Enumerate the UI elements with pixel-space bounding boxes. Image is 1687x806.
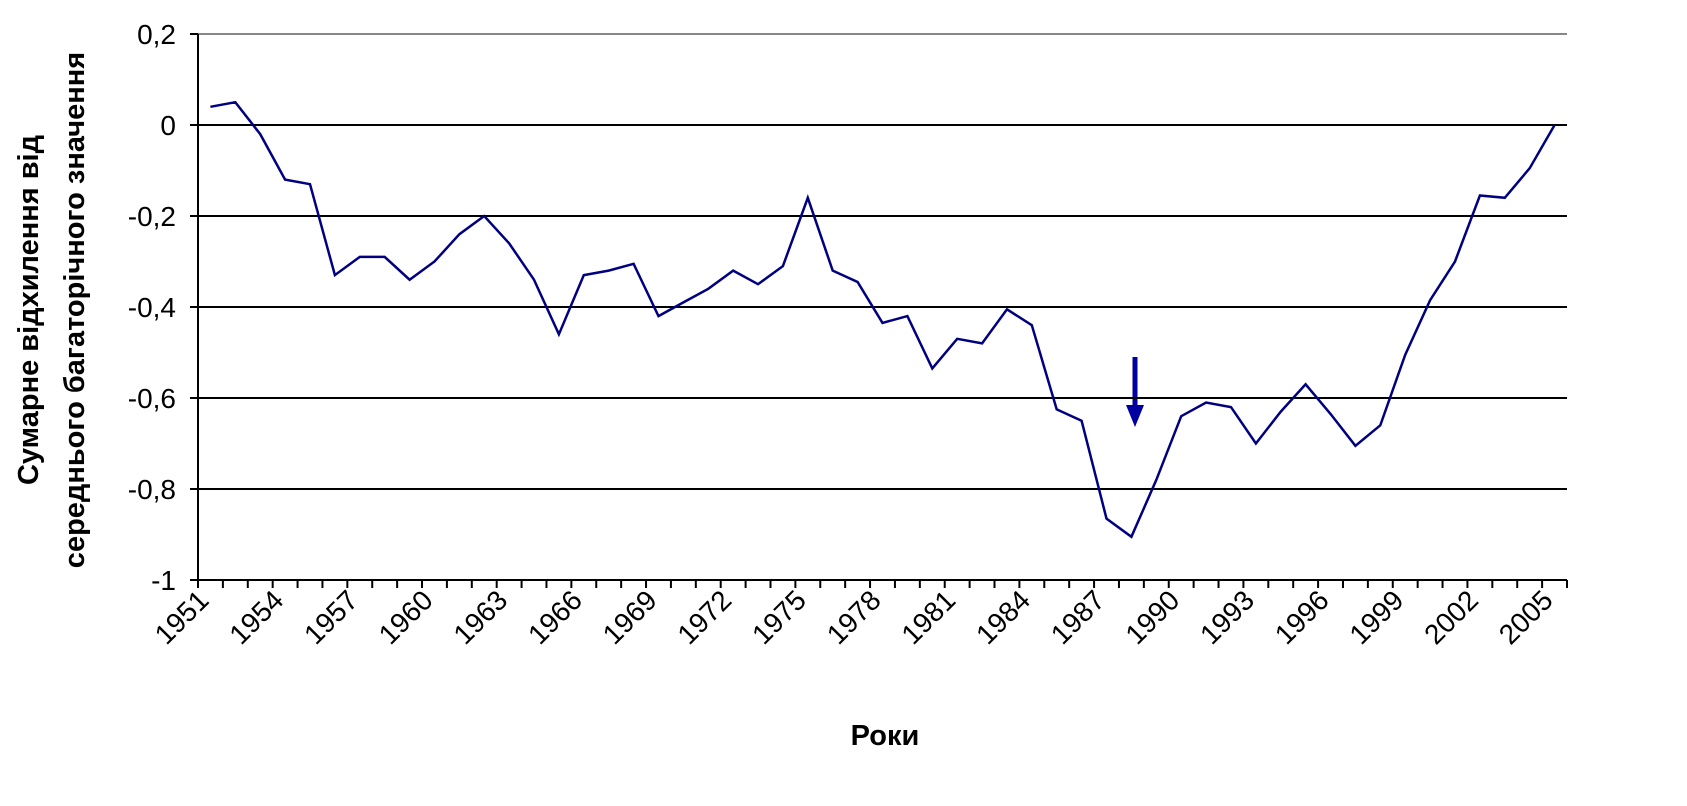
data-line	[210, 100, 1556, 539]
x-tick-label: 1987	[1045, 584, 1111, 650]
x-tick-label: 1999	[1343, 584, 1409, 650]
y-tick-label: 0	[160, 110, 176, 141]
x-tick-label: 1954	[223, 584, 289, 650]
y-tick-label: -0,6	[128, 383, 176, 414]
y-tick-label: -0,4	[128, 292, 176, 323]
x-tick-label: 2002	[1418, 584, 1484, 650]
y-tick-label: -0,2	[128, 201, 176, 232]
x-tick-label: 1969	[597, 584, 663, 650]
x-tick-label: 1984	[970, 584, 1036, 650]
x-tick-label: 1993	[1194, 584, 1260, 650]
y-tick-label: 0,2	[137, 19, 176, 50]
x-tick-label: 1960	[373, 584, 439, 650]
y-axis-title-line: Сумарне відхилення від	[13, 135, 45, 485]
x-tick-label: 1966	[522, 584, 588, 650]
x-tick-label: 1990	[1119, 584, 1185, 650]
x-tick-label: 1978	[821, 584, 887, 650]
x-tick-label: 1972	[671, 584, 737, 650]
x-tick-label: 1957	[298, 584, 364, 650]
x-tick-label: 1975	[746, 584, 812, 650]
x-tick-label: 1981	[895, 584, 961, 650]
x-tick-label: 1996	[1269, 584, 1335, 650]
x-axis-title: Роки	[851, 720, 920, 752]
x-tick-label: 1963	[447, 584, 513, 650]
y-tick-label: -1	[151, 565, 176, 596]
arrow-head	[1126, 405, 1144, 427]
x-tick-label: 2005	[1493, 584, 1559, 650]
y-axis-title-line: середнього багаторічного значення	[59, 52, 91, 568]
y-tick-label: -0,8	[128, 474, 176, 505]
y-axis-title: Сумарне відхилення від середнього багато…	[13, 52, 91, 568]
